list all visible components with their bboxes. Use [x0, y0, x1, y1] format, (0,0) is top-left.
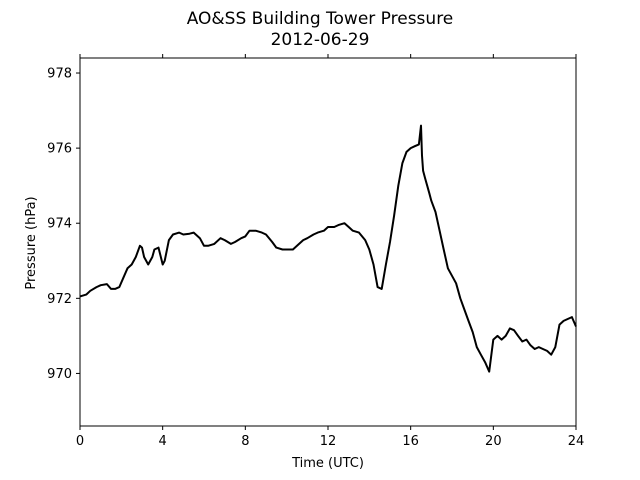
y-axis-label: Pressure (hPa): [24, 196, 39, 289]
x-tick-label: 0: [76, 434, 84, 449]
y-tick-label: 976: [47, 142, 72, 157]
plot-area: [79, 124, 577, 373]
y-tick-label: 978: [47, 67, 72, 82]
plot-frame: [79, 57, 577, 427]
y-tick-label: 972: [47, 292, 72, 307]
x-tick-label: 20: [485, 434, 502, 449]
axis-ticks: 0 4 8 12 16 20 24 970 972 974 976 978: [47, 54, 584, 449]
chart-title-line2: 2012-06-29: [271, 30, 370, 50]
chart-title-line1: AO&SS Building Tower Pressure: [187, 9, 454, 29]
x-tick-label: 4: [159, 434, 167, 449]
y-tick-label: 974: [47, 217, 72, 232]
pressure-series-line: [79, 124, 577, 373]
x-axis-label: Time (UTC): [291, 456, 364, 471]
x-tick-label: 12: [320, 434, 337, 449]
x-tick-label: 8: [241, 434, 249, 449]
x-tick-label: 24: [568, 434, 585, 449]
x-tick-label: 16: [402, 434, 419, 449]
y-tick-label: 970: [47, 367, 72, 382]
